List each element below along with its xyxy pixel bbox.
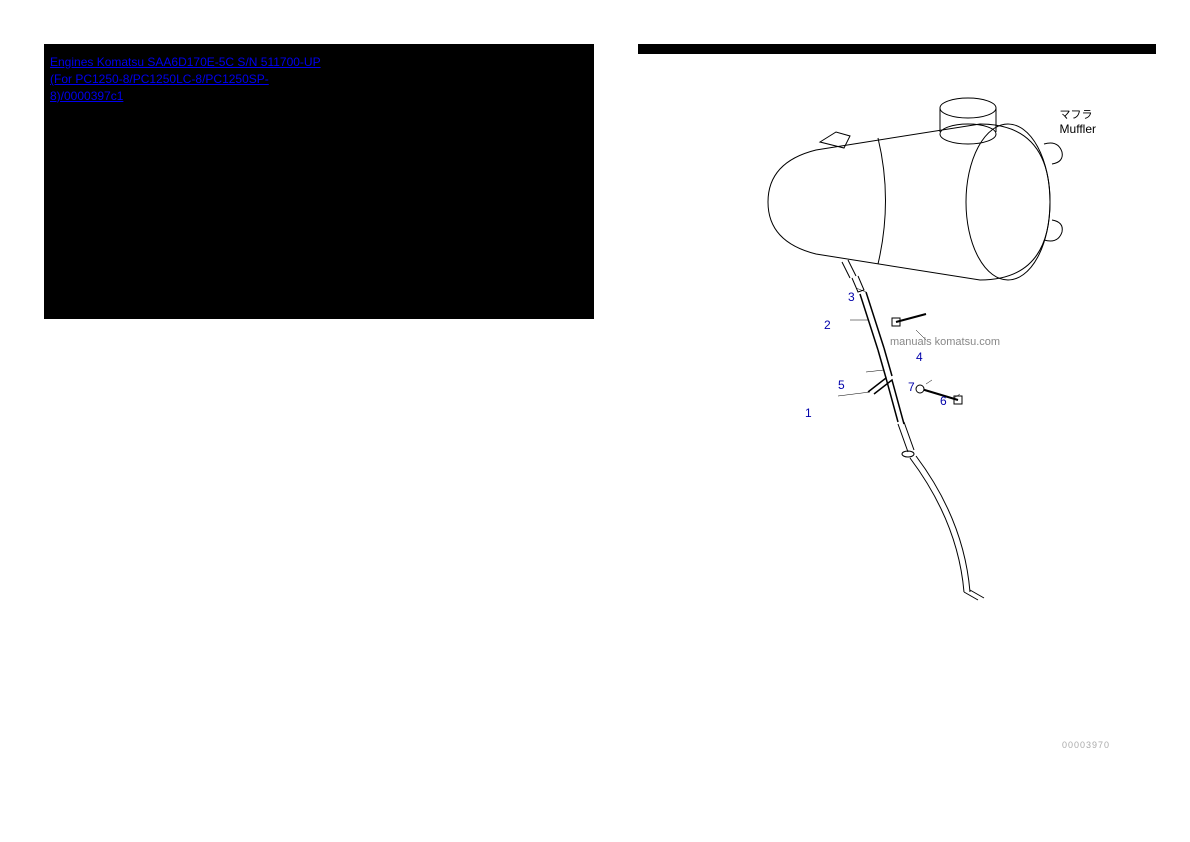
callout-7: 7 xyxy=(908,380,915,394)
callout-2: 2 xyxy=(824,318,831,332)
watermark-text: manuals komatsu.com xyxy=(890,336,1000,348)
right-panel: マフラ Muffler manuals komatsu.com 1234567 … xyxy=(638,44,1156,792)
callout-4: 4 xyxy=(916,350,923,364)
title-link[interactable]: Engines Komatsu SAA6D170E-5C S/N 511700-… xyxy=(50,54,340,104)
diagram-area: マフラ Muffler manuals komatsu.com 1234567 … xyxy=(638,54,1156,792)
muffler-label-jp: マフラ xyxy=(1060,108,1096,122)
callout-1: 1 xyxy=(805,406,812,420)
callout-5: 5 xyxy=(838,378,845,392)
left-panel: Engines Komatsu SAA6D170E-5C S/N 511700-… xyxy=(44,44,594,319)
right-header-bar xyxy=(638,44,1156,54)
callout-3: 3 xyxy=(848,290,855,304)
callout-6: 6 xyxy=(940,394,947,408)
muffler-label-en: Muffler xyxy=(1060,122,1096,138)
muffler-label: マフラ Muffler xyxy=(1060,108,1096,138)
part-number: 00003970 xyxy=(1062,740,1110,750)
